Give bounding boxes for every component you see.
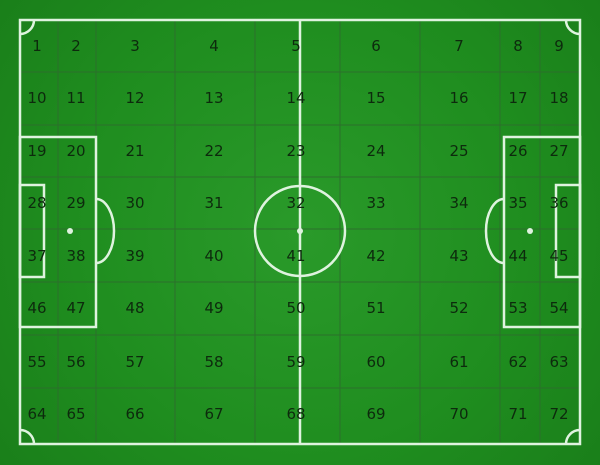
zone-label: 51	[366, 299, 386, 317]
zone-label: 25	[449, 142, 469, 160]
zone-label: 42	[366, 247, 386, 265]
zone-label: 61	[449, 353, 469, 371]
zone-label: 8	[513, 37, 523, 55]
zone-label: 44	[508, 247, 528, 265]
zone-label: 13	[204, 89, 224, 107]
zone-label: 14	[286, 89, 306, 107]
zone-label: 30	[125, 194, 145, 212]
zone-label: 40	[204, 247, 224, 265]
center-spot	[297, 228, 303, 234]
zone-label: 68	[286, 405, 306, 423]
zone-label: 60	[366, 353, 386, 371]
right-goal-box	[554, 183, 582, 279]
left-goal-box	[18, 183, 46, 279]
zone-label: 31	[204, 194, 224, 212]
zone-label: 49	[204, 299, 224, 317]
zone-label: 29	[66, 194, 86, 212]
zone-label: 45	[549, 247, 569, 265]
corner-arc-bottom-right	[564, 428, 581, 445]
right-penalty-spot	[527, 228, 533, 234]
zone-label: 69	[366, 405, 386, 423]
zone-label: 17	[508, 89, 528, 107]
zone-label: 24	[366, 142, 386, 160]
zone-label: 62	[508, 353, 528, 371]
zone-label: 34	[449, 194, 469, 212]
zone-label: 39	[125, 247, 145, 265]
zone-label: 53	[508, 299, 528, 317]
zone-label: 26	[508, 142, 528, 160]
zone-label: 37	[27, 247, 47, 265]
zone-label: 41	[286, 247, 306, 265]
zone-label: 20	[66, 142, 86, 160]
corner-arc-top-right	[564, 19, 581, 36]
zone-label: 71	[508, 405, 528, 423]
zone-label: 22	[204, 142, 224, 160]
zone-label: 35	[508, 194, 528, 212]
zone-label: 1	[32, 37, 42, 55]
zone-label: 70	[449, 405, 469, 423]
zone-label: 65	[66, 405, 86, 423]
zone-label: 32	[286, 194, 306, 212]
zone-label: 27	[549, 142, 569, 160]
zone-label: 64	[27, 405, 47, 423]
left-penalty-arc	[95, 197, 116, 265]
zone-label: 59	[286, 353, 306, 371]
zone-label: 6	[371, 37, 381, 55]
zone-label: 47	[66, 299, 86, 317]
zone-label: 50	[286, 299, 306, 317]
zone-label: 66	[125, 405, 145, 423]
zone-label: 56	[66, 353, 86, 371]
right-penalty-arc	[484, 197, 505, 265]
zone-label: 15	[366, 89, 386, 107]
zone-label: 52	[449, 299, 469, 317]
corner-arc-top-left	[19, 19, 36, 36]
corner-arc-bottom-left	[19, 428, 36, 445]
zone-label: 2	[71, 37, 81, 55]
zone-label: 36	[549, 194, 569, 212]
zone-label: 58	[204, 353, 224, 371]
zone-label: 57	[125, 353, 145, 371]
zone-label: 67	[204, 405, 224, 423]
zone-label: 33	[366, 194, 386, 212]
left-penalty-spot	[67, 228, 73, 234]
zone-label: 10	[27, 89, 47, 107]
zone-label: 16	[449, 89, 469, 107]
zone-label: 4	[209, 37, 219, 55]
zone-label: 3	[130, 37, 140, 55]
zone-label: 28	[27, 194, 47, 212]
zone-label: 7	[454, 37, 464, 55]
zone-label: 19	[27, 142, 47, 160]
zone-label: 12	[125, 89, 145, 107]
zone-label: 63	[549, 353, 569, 371]
zone-label: 5	[291, 37, 301, 55]
zone-label: 9	[554, 37, 564, 55]
zone-label: 23	[286, 142, 306, 160]
zone-label: 21	[125, 142, 145, 160]
zone-label: 43	[449, 247, 469, 265]
zone-label: 72	[549, 405, 569, 423]
center-circle	[253, 184, 347, 278]
zone-label: 55	[27, 353, 47, 371]
zone-label: 46	[27, 299, 47, 317]
zone-label: 54	[549, 299, 569, 317]
zone-label: 11	[66, 89, 86, 107]
zone-label: 38	[66, 247, 86, 265]
zone-label: 18	[549, 89, 569, 107]
zone-label: 48	[125, 299, 145, 317]
